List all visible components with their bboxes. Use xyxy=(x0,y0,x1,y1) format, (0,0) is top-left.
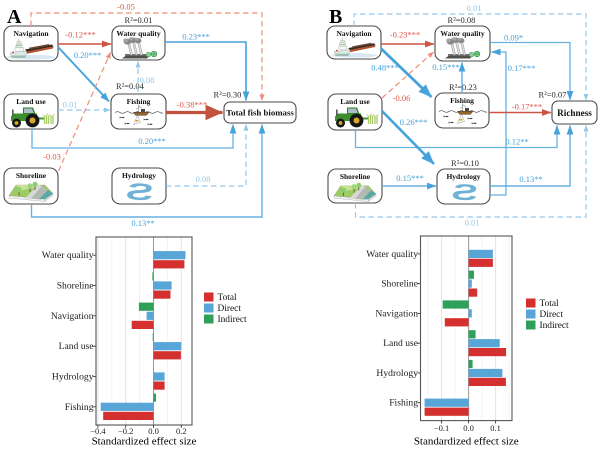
svg-text:-0.03: -0.03 xyxy=(43,152,61,162)
svg-text:Richness: Richness xyxy=(557,108,592,118)
svg-text:Navigation: Navigation xyxy=(13,29,49,38)
svg-text:Navigation: Navigation xyxy=(375,308,418,319)
svg-text:Hydrology: Hydrology xyxy=(52,371,94,382)
svg-text:Fishing: Fishing xyxy=(389,398,418,409)
svg-text:Shoreline: Shoreline xyxy=(16,171,47,180)
svg-text:-0.17***: -0.17*** xyxy=(512,102,542,112)
svg-text:0.08: 0.08 xyxy=(196,174,211,184)
svg-text:Indirect: Indirect xyxy=(218,315,248,325)
svg-text:0.01: 0.01 xyxy=(465,218,480,228)
svg-text:Land use: Land use xyxy=(340,97,370,106)
svg-text:-0.06: -0.06 xyxy=(393,93,411,103)
svg-text:Indirect: Indirect xyxy=(540,321,570,331)
svg-text:Total: Total xyxy=(540,299,560,309)
svg-text:0.01: 0.01 xyxy=(467,3,482,13)
svg-text:R²=0.04: R²=0.04 xyxy=(116,81,145,91)
svg-text:Standardized effect size: Standardized effect size xyxy=(92,436,197,448)
svg-text:Shoreline: Shoreline xyxy=(340,172,371,181)
svg-text:0.0: 0.0 xyxy=(463,423,474,433)
svg-text:Fishing: Fishing xyxy=(65,402,94,413)
svg-text:B: B xyxy=(329,6,342,28)
svg-text:Land use: Land use xyxy=(59,341,94,352)
svg-text:Direct: Direct xyxy=(218,304,242,314)
svg-text:-0.23***: -0.23*** xyxy=(390,30,420,40)
svg-text:−0.1: −0.1 xyxy=(434,423,449,433)
svg-text:-0.38***: -0.38*** xyxy=(177,100,207,110)
svg-text:0.0: 0.0 xyxy=(148,426,159,436)
svg-text:Direct: Direct xyxy=(540,310,564,320)
svg-text:0.13**: 0.13** xyxy=(131,218,154,228)
svg-text:R²=0.01: R²=0.01 xyxy=(125,15,153,25)
svg-text:A: A xyxy=(7,6,22,28)
svg-text:0.20***: 0.20*** xyxy=(138,136,166,146)
svg-text:R²=0.30: R²=0.30 xyxy=(214,90,242,100)
svg-text:Total: Total xyxy=(218,293,238,303)
svg-text:-0.05: -0.05 xyxy=(117,2,135,12)
svg-text:0.23***: 0.23*** xyxy=(182,32,210,42)
svg-text:Fishing: Fishing xyxy=(127,97,151,106)
svg-text:Water quality: Water quality xyxy=(42,250,94,261)
svg-text:0.08: 0.08 xyxy=(140,75,155,85)
svg-text:Land use: Land use xyxy=(383,338,418,349)
svg-text:0.01: 0.01 xyxy=(63,100,78,110)
svg-text:Water quality: Water quality xyxy=(116,29,160,38)
svg-text:0.09*: 0.09* xyxy=(504,33,523,43)
svg-text:0.17***: 0.17*** xyxy=(508,63,536,73)
svg-text:0.15***: 0.15*** xyxy=(432,62,460,72)
svg-text:0.20***: 0.20*** xyxy=(74,50,102,60)
svg-text:R²=0.08: R²=0.08 xyxy=(448,15,476,25)
svg-text:R²=0.07: R²=0.07 xyxy=(539,90,567,100)
svg-text:−0.4: −0.4 xyxy=(90,426,106,436)
svg-text:Hydrology: Hydrology xyxy=(446,172,480,181)
svg-text:Standardized effect size: Standardized effect size xyxy=(414,436,519,448)
svg-text:Shoreline: Shoreline xyxy=(381,279,418,290)
svg-text:Shoreline: Shoreline xyxy=(57,281,94,292)
svg-text:0.13**: 0.13** xyxy=(519,174,542,184)
svg-text:Water quality: Water quality xyxy=(366,249,418,260)
svg-text:Navigation: Navigation xyxy=(51,311,94,322)
svg-text:Hydrology: Hydrology xyxy=(122,171,156,180)
svg-text:Water quality: Water quality xyxy=(440,29,484,38)
svg-text:Total fish biomass: Total fish biomass xyxy=(226,108,294,118)
svg-text:Navigation: Navigation xyxy=(336,29,372,38)
svg-text:0.2: 0.2 xyxy=(176,426,187,436)
svg-text:R²=0.23: R²=0.23 xyxy=(449,82,477,92)
svg-text:Land use: Land use xyxy=(16,97,46,106)
svg-text:Hydrology: Hydrology xyxy=(376,368,418,379)
svg-text:0.15***: 0.15*** xyxy=(396,173,424,183)
svg-text:0.12**: 0.12** xyxy=(505,137,528,147)
svg-text:-0.12***: -0.12*** xyxy=(65,30,95,40)
svg-text:Fishing: Fishing xyxy=(450,96,474,105)
svg-text:0.26***: 0.26*** xyxy=(400,117,428,127)
svg-text:−0.2: −0.2 xyxy=(118,426,133,436)
svg-text:0.48***: 0.48*** xyxy=(371,63,399,73)
svg-text:0.1: 0.1 xyxy=(490,423,501,433)
svg-text:R²=0.10: R²=0.10 xyxy=(451,158,479,168)
